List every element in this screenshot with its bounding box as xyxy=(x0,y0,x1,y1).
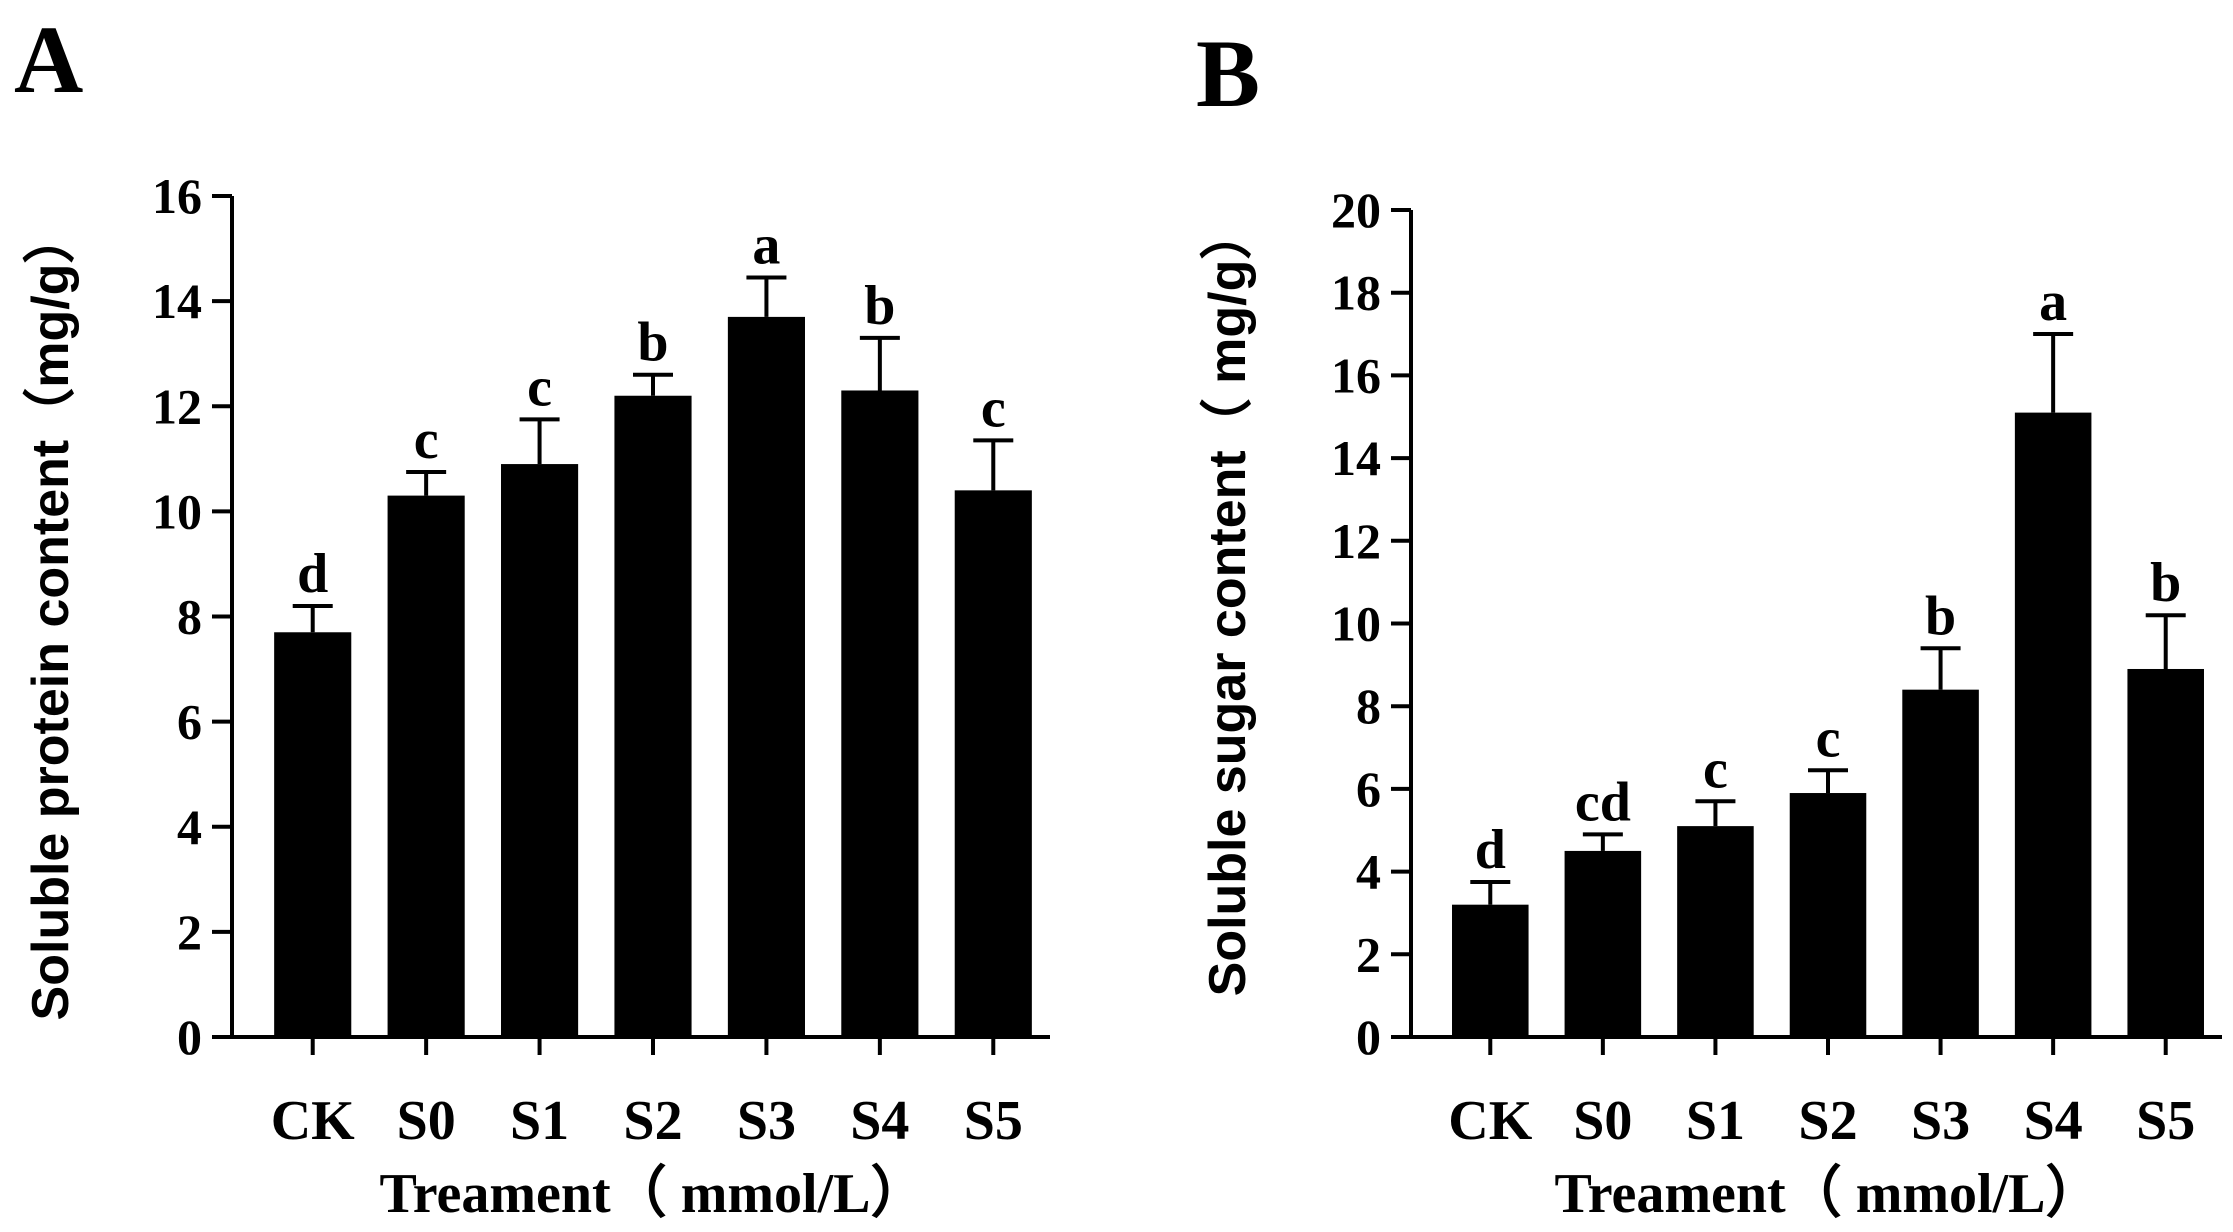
bar-s4 xyxy=(2014,412,2092,1037)
significance-label: a xyxy=(2039,271,2067,333)
significance-label: b xyxy=(637,312,668,374)
y-tick-label: 18 xyxy=(1331,265,1381,321)
panel-b: B 0 2 4 6 8 10 12 14 16 18 20 d CK cd S0 c S1 c S2 b S3 a S4 b S5… xyxy=(1196,20,2222,1225)
panel-label: B xyxy=(1196,20,1260,127)
y-tick-label: 8 xyxy=(177,589,202,645)
y-tick-label: 2 xyxy=(177,904,202,960)
x-tick-label: CK xyxy=(271,1090,355,1152)
x-tick-label: S0 xyxy=(1573,1090,1632,1152)
significance-label: a xyxy=(752,214,780,276)
bar-ck xyxy=(1452,904,1529,1037)
x-tick-label: CK xyxy=(1448,1090,1532,1152)
x-tick-label: S0 xyxy=(397,1090,456,1152)
x-axis-title: Treament（ mmol/L） xyxy=(380,1162,927,1225)
x-tick-label: S1 xyxy=(510,1090,569,1152)
y-tick-label: 14 xyxy=(1331,430,1381,486)
significance-label: d xyxy=(297,543,328,605)
y-tick-label: 4 xyxy=(1356,844,1381,900)
y-tick-label: 12 xyxy=(152,378,202,434)
bar-s1 xyxy=(1677,826,1754,1037)
bar-s5 xyxy=(2127,668,2204,1037)
x-tick-label: S3 xyxy=(737,1090,796,1152)
y-tick-label: 0 xyxy=(1356,1009,1381,1065)
bar-s3 xyxy=(727,316,805,1037)
bar-s2 xyxy=(614,395,692,1037)
y-tick-label: 0 xyxy=(177,1009,202,1065)
significance-label: b xyxy=(2150,552,2181,614)
y-tick-label: 2 xyxy=(1356,926,1381,982)
y-axis-title: Soluble sugar content（ mg/g） xyxy=(1199,208,1257,997)
x-tick-label: S5 xyxy=(964,1090,1023,1152)
y-tick-label: 12 xyxy=(1331,513,1381,569)
significance-label: cd xyxy=(1575,771,1631,833)
bar-s5 xyxy=(954,490,1032,1038)
y-tick-label: 6 xyxy=(1356,761,1381,817)
x-tick-label: S4 xyxy=(850,1090,909,1152)
panel-label: A xyxy=(14,6,83,113)
bar-s2 xyxy=(1789,793,1867,1037)
significance-label: b xyxy=(1925,585,1956,647)
panel-a: A 0 2 4 6 8 10 12 14 16 d CK c S0 c S1 b S2 a S3 b S4 c S5 Tream… xyxy=(14,6,1050,1225)
y-tick-label: 10 xyxy=(152,483,202,539)
x-tick-label: S2 xyxy=(623,1090,682,1152)
significance-label: b xyxy=(864,275,895,337)
significance-label: c xyxy=(1816,707,1841,769)
bar-s3 xyxy=(1902,689,1979,1037)
y-tick-label: 8 xyxy=(1356,678,1381,734)
x-axis-title: Treament（ mmol/L） xyxy=(1555,1162,2102,1225)
y-axis-title: Soluble protein content（mg/g） xyxy=(22,212,80,1021)
significance-label: c xyxy=(414,409,439,471)
y-tick-label: 16 xyxy=(1331,347,1381,403)
x-tick-label: S5 xyxy=(2136,1090,2195,1152)
x-tick-label: S2 xyxy=(1798,1090,1857,1152)
significance-label: c xyxy=(1703,738,1728,800)
bar-s0 xyxy=(387,495,465,1037)
bar-s1 xyxy=(501,464,579,1038)
bar-s4 xyxy=(841,390,919,1037)
x-tick-label: S3 xyxy=(1911,1090,1970,1152)
x-tick-label: S4 xyxy=(2024,1090,2083,1152)
bar-ck xyxy=(274,632,352,1037)
y-tick-label: 14 xyxy=(152,273,202,329)
significance-label: d xyxy=(1475,819,1506,881)
x-tick-label: S1 xyxy=(1686,1090,1745,1152)
bar-s0 xyxy=(1564,850,1642,1037)
significance-label: c xyxy=(981,377,1006,439)
y-tick-label: 10 xyxy=(1331,596,1381,652)
significance-label: c xyxy=(527,356,552,418)
y-tick-label: 4 xyxy=(177,799,202,855)
y-tick-label: 16 xyxy=(152,168,202,224)
y-tick-label: 20 xyxy=(1331,182,1381,238)
y-tick-label: 6 xyxy=(177,694,202,750)
